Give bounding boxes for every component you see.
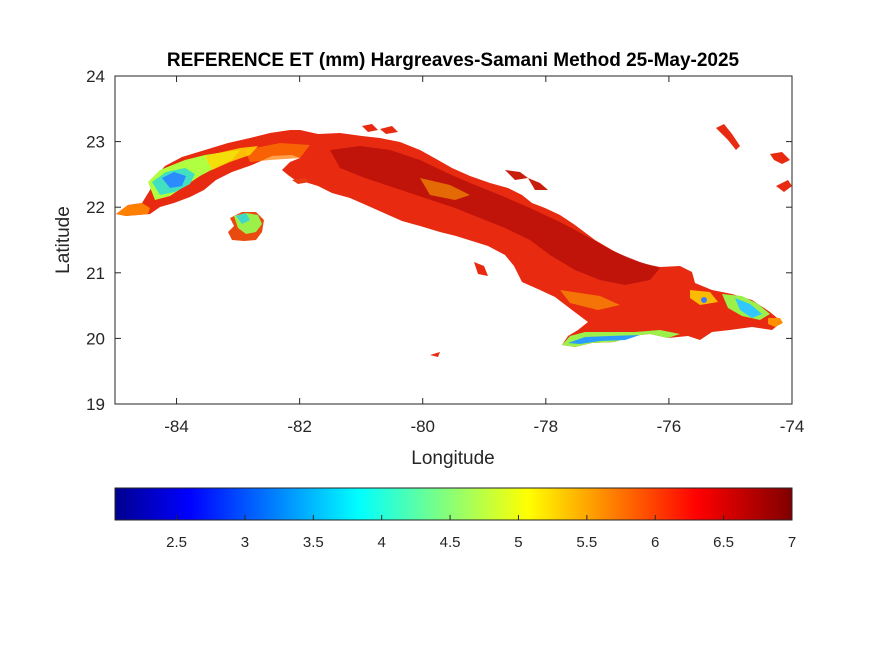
colorbar-tick-label: 2.5 xyxy=(166,534,187,551)
fragment-south-small xyxy=(474,262,488,276)
colorbar-tick-label: 4 xyxy=(378,534,386,551)
colorbar-tick-label: 3 xyxy=(241,534,249,551)
cuba-main-island xyxy=(116,130,782,347)
yellow-patch-1 xyxy=(245,143,310,162)
yellow-patch-2 xyxy=(420,178,470,200)
y-axis: 19 20 21 22 23 24 xyxy=(86,67,792,414)
south-coast-blue xyxy=(568,335,640,344)
cay-north-3 xyxy=(505,170,528,180)
eastern-cyan xyxy=(735,298,762,318)
colorbar-tick-label: 4.5 xyxy=(440,534,461,551)
colorbar-tick-label: 7 xyxy=(788,534,796,551)
colorbar-tick-label: 6.5 xyxy=(713,534,734,551)
map-layer xyxy=(116,124,792,357)
y-tick-label: 23 xyxy=(86,133,105,152)
cay-north-4 xyxy=(528,178,548,190)
cay-south-2 xyxy=(292,178,310,184)
colorbar-ticks: 2.5 3 3.5 4 4.5 5 5.5 6 6.5 7 xyxy=(166,515,796,551)
western-tip-yellow xyxy=(205,146,258,170)
colorbar-tick-label: 5.5 xyxy=(576,534,597,551)
y-tick-label: 24 xyxy=(86,67,105,86)
x-axis: -84 -82 -80 -78 -76 -74 xyxy=(164,76,804,436)
y-tick-label: 21 xyxy=(86,264,105,283)
colorbar-tick-label: 5 xyxy=(514,534,522,551)
dark-red-band xyxy=(330,146,660,285)
western-tip-orange xyxy=(116,203,150,216)
colorbar-tick-label: 3.5 xyxy=(303,534,324,551)
eastern-blue-spot xyxy=(701,297,707,303)
x-tick-label: -76 xyxy=(657,417,682,436)
eastern-tip xyxy=(768,318,783,327)
y-axis-label: Latitude xyxy=(53,206,74,274)
cay-south-1 xyxy=(430,352,440,357)
y-tick-label: 20 xyxy=(86,329,105,348)
x-tick-label: -82 xyxy=(287,417,312,436)
fragment-ne-3 xyxy=(776,180,792,192)
yellow-patch-3 xyxy=(560,290,620,310)
x-tick-label: -80 xyxy=(410,417,435,436)
plot-area xyxy=(115,76,792,404)
x-tick-label: -84 xyxy=(164,417,189,436)
colorbar-tick-label: 6 xyxy=(651,534,659,551)
x-axis-label: Longitude xyxy=(411,448,494,469)
axes-frame xyxy=(114,75,793,405)
colorbar xyxy=(114,487,793,521)
x-tick-label: -78 xyxy=(534,417,559,436)
y-tick-label: 22 xyxy=(86,198,105,217)
x-tick-label: -74 xyxy=(780,417,805,436)
chart-title: REFERENCE ET (mm) Hargreaves-Samani Meth… xyxy=(167,50,740,71)
fragment-ne-1 xyxy=(716,124,740,150)
texture-overlay xyxy=(115,76,792,404)
isla-juventud-cyan xyxy=(236,213,250,224)
cay-north-2 xyxy=(380,126,398,134)
y-tick-label: 19 xyxy=(86,395,105,414)
western-tip-blue xyxy=(162,172,186,188)
cay-north-1 xyxy=(362,124,378,132)
fragment-ne-2 xyxy=(770,152,790,164)
